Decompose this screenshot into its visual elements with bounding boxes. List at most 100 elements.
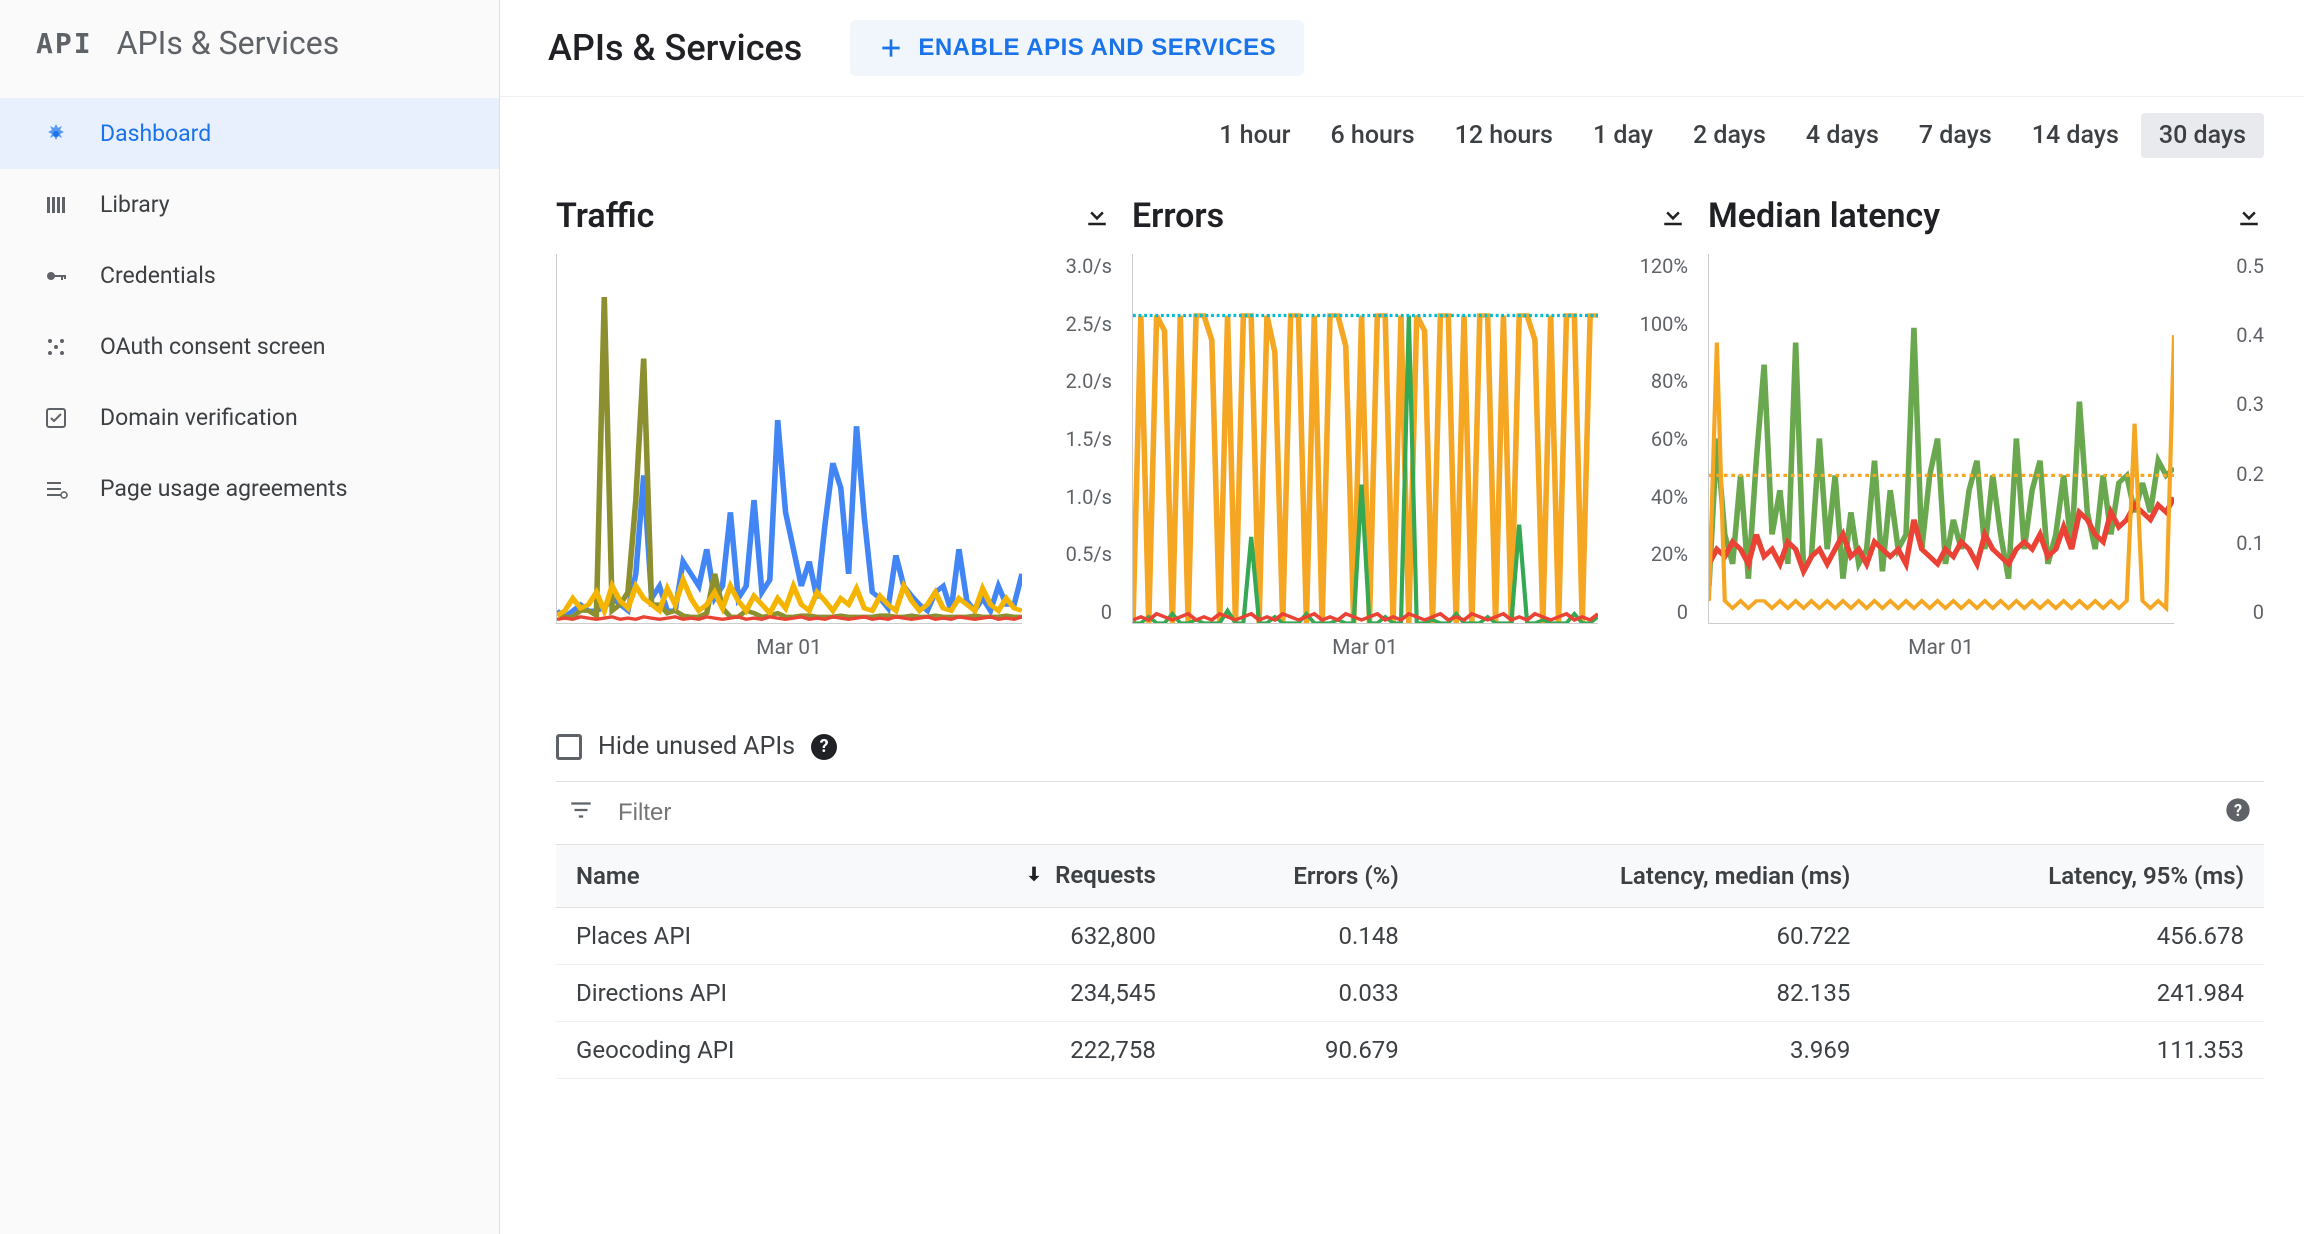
sidebar: API APIs & Services Dashboard Library Cr… <box>0 0 500 1234</box>
y-tick: 40% <box>1651 485 1688 509</box>
table-header-latency-median-ms-[interactable]: Latency, median (ms) <box>1419 845 1871 907</box>
sidebar-item-label: Page usage agreements <box>100 475 347 502</box>
chart-latency-title: Median latency <box>1708 196 1940 236</box>
sidebar-item-domain-verification[interactable]: Domain verification <box>0 382 499 453</box>
hide-unused-checkbox[interactable] <box>556 734 582 760</box>
plus-icon <box>878 35 904 61</box>
table-header-row: NameRequestsErrors (%)Latency, median (m… <box>556 845 2264 907</box>
table-cell: 0.148 <box>1176 907 1419 964</box>
time-range-1-day[interactable]: 1 day <box>1575 113 1671 158</box>
filter-icon[interactable] <box>568 797 594 829</box>
table-row[interactable]: Directions API234,5450.03382.135241.984 <box>556 964 2264 1021</box>
time-range-6-hours[interactable]: 6 hours <box>1313 113 1433 158</box>
table-cell: 222,758 <box>887 1021 1176 1078</box>
chart-errors: Errors 120%100%80%60%40%20%0 Mar 01 <box>1132 196 1688 654</box>
sidebar-item-library[interactable]: Library <box>0 169 499 240</box>
table-header-requests[interactable]: Requests <box>887 845 1176 907</box>
table-header-latency-95-ms-[interactable]: Latency, 95% (ms) <box>1870 845 2264 907</box>
time-range-selector: 1 hour6 hours12 hours1 day2 days4 days7 … <box>500 97 2304 158</box>
y-tick: 2.5/s <box>1066 312 1112 336</box>
api-table-section: ? NameRequestsErrors (%)Latency, median … <box>500 781 2304 1079</box>
charts-row: Traffic 3.0/s2.5/s2.0/s1.5/s1.0/s0.5/s0 … <box>500 158 2304 654</box>
table-cell: 456.678 <box>1870 907 2264 964</box>
table-cell: 111.353 <box>1870 1021 2264 1078</box>
y-tick: 20% <box>1651 542 1688 566</box>
chart-latency: Median latency 0.50.40.30.20.10 Mar 01 <box>1708 196 2264 654</box>
time-range-12-hours[interactable]: 12 hours <box>1437 113 1571 158</box>
table-cell: Places API <box>556 907 887 964</box>
time-range-7-days[interactable]: 7 days <box>1901 113 2010 158</box>
filter-row: ? <box>556 781 2264 845</box>
key-icon <box>42 264 70 288</box>
y-tick: 0 <box>1677 600 1688 624</box>
download-icon[interactable] <box>1658 199 1688 233</box>
chart-latency-plot[interactable] <box>1708 254 2174 624</box>
time-range-30-days[interactable]: 30 days <box>2141 113 2264 158</box>
y-tick: 120% <box>1640 254 1688 278</box>
sidebar-item-label: Domain verification <box>100 404 298 431</box>
page-title: APIs & Services <box>548 27 802 69</box>
table-row[interactable]: Places API632,8000.14860.722456.678 <box>556 907 2264 964</box>
y-tick: 80% <box>1651 369 1688 393</box>
api-table: NameRequestsErrors (%)Latency, median (m… <box>556 845 2264 1079</box>
y-tick: 60% <box>1651 427 1688 451</box>
y-tick: 0.4 <box>2236 323 2264 347</box>
y-tick: 0 <box>2253 600 2264 624</box>
table-cell: 0.033 <box>1176 964 1419 1021</box>
time-range-2-days[interactable]: 2 days <box>1675 113 1784 158</box>
table-cell: 82.135 <box>1419 964 1871 1021</box>
chart-errors-plot[interactable] <box>1132 254 1598 624</box>
chart-latency-xlabel: Mar 01 <box>1708 636 2174 660</box>
sidebar-item-label: OAuth consent screen <box>100 333 326 360</box>
chart-errors-title: Errors <box>1132 196 1224 236</box>
svg-text:?: ? <box>2234 801 2242 820</box>
library-icon <box>42 193 70 217</box>
help-icon[interactable]: ? <box>2224 796 2252 830</box>
chart-traffic: Traffic 3.0/s2.5/s2.0/s1.5/s1.0/s0.5/s0 … <box>556 196 1112 654</box>
help-icon[interactable]: ? <box>811 734 837 760</box>
sidebar-item-oauth-consent-screen[interactable]: OAuth consent screen <box>0 311 499 382</box>
y-tick: 3.0/s <box>1066 254 1112 278</box>
main-content: APIs & Services ENABLE APIS AND SERVICES… <box>500 0 2304 1234</box>
time-range-1-hour[interactable]: 1 hour <box>1201 113 1308 158</box>
time-range-14-days[interactable]: 14 days <box>2014 113 2137 158</box>
chart-traffic-title: Traffic <box>556 196 654 236</box>
chart-traffic-yticks: 3.0/s2.5/s2.0/s1.5/s1.0/s0.5/s0 <box>1030 254 1112 624</box>
y-tick: 0.2 <box>2236 462 2264 486</box>
main-header: APIs & Services ENABLE APIS AND SERVICES <box>500 0 2304 97</box>
sidebar-item-label: Credentials <box>100 262 216 289</box>
table-cell: 241.984 <box>1870 964 2264 1021</box>
y-tick: 0.5/s <box>1066 542 1112 566</box>
table-header-errors-[interactable]: Errors (%) <box>1176 845 1419 907</box>
chart-traffic-body: 3.0/s2.5/s2.0/s1.5/s1.0/s0.5/s0 Mar 01 <box>556 254 1112 654</box>
table-cell: 90.679 <box>1176 1021 1419 1078</box>
y-tick: 0.5 <box>2236 254 2264 278</box>
download-icon[interactable] <box>2234 199 2264 233</box>
hide-unused-label: Hide unused APIs <box>598 732 795 761</box>
sidebar-header: API APIs & Services <box>0 0 499 98</box>
sidebar-item-credentials[interactable]: Credentials <box>0 240 499 311</box>
download-icon[interactable] <box>1082 199 1112 233</box>
sort-arrow-down-icon <box>1023 863 1045 891</box>
table-cell: 60.722 <box>1419 907 1871 964</box>
sidebar-item-page-usage-agreements[interactable]: Page usage agreements <box>0 453 499 524</box>
time-range-4-days[interactable]: 4 days <box>1788 113 1897 158</box>
y-tick: 2.0/s <box>1066 369 1112 393</box>
sidebar-item-dashboard[interactable]: Dashboard <box>0 98 499 169</box>
table-cell: Geocoding API <box>556 1021 887 1078</box>
enable-apis-button[interactable]: ENABLE APIS AND SERVICES <box>850 20 1304 76</box>
filter-input[interactable] <box>618 799 2200 827</box>
dashboard-icon <box>42 122 70 146</box>
chart-latency-yticks: 0.50.40.30.20.10 <box>2182 254 2264 624</box>
sidebar-item-label: Library <box>100 191 170 218</box>
chart-errors-body: 120%100%80%60%40%20%0 Mar 01 <box>1132 254 1688 654</box>
table-cell: 234,545 <box>887 964 1176 1021</box>
chart-errors-xlabel: Mar 01 <box>1132 636 1598 660</box>
table-header-name[interactable]: Name <box>556 845 887 907</box>
table-row[interactable]: Geocoding API222,75890.6793.969111.353 <box>556 1021 2264 1078</box>
chart-traffic-plot[interactable] <box>556 254 1022 624</box>
sidebar-title: APIs & Services <box>117 24 340 62</box>
y-tick: 1.5/s <box>1066 427 1112 451</box>
table-cell: Directions API <box>556 964 887 1021</box>
consent-icon <box>42 335 70 359</box>
